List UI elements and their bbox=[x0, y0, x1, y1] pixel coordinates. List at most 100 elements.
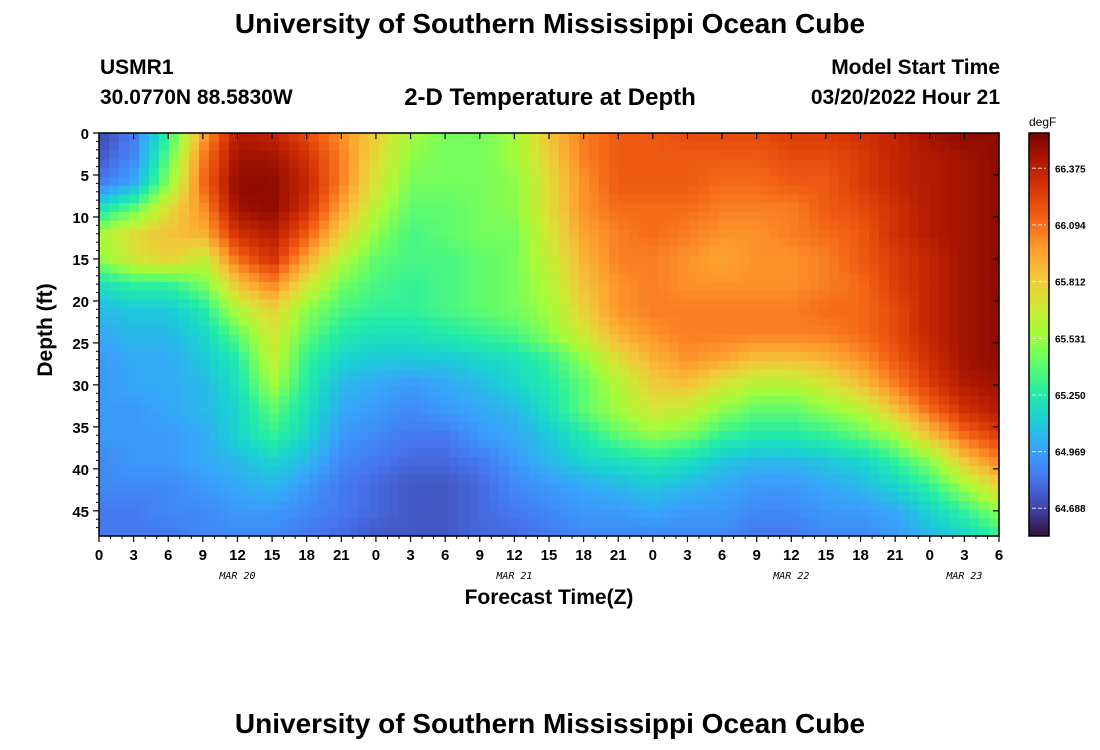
heatmap-cell bbox=[189, 500, 200, 511]
heatmap-cell bbox=[809, 474, 820, 485]
heatmap-cell bbox=[449, 465, 460, 476]
heatmap-cell bbox=[579, 457, 590, 467]
heatmap-cell bbox=[729, 133, 740, 143]
heatmap-cell bbox=[319, 273, 330, 283]
heatmap-cell bbox=[259, 159, 270, 169]
heatmap-cell bbox=[659, 483, 670, 493]
heatmap-cell bbox=[99, 264, 110, 274]
heatmap-cell bbox=[869, 246, 880, 257]
heatmap-cell bbox=[419, 194, 430, 204]
heatmap-cell bbox=[559, 316, 570, 327]
heatmap-cell bbox=[559, 255, 570, 266]
heatmap-cell bbox=[529, 316, 540, 327]
heatmap-cell bbox=[689, 246, 700, 257]
heatmap-cell bbox=[369, 133, 380, 143]
heatmap-cell bbox=[369, 264, 380, 274]
heatmap-cell bbox=[749, 404, 760, 414]
heatmap-cell bbox=[359, 404, 370, 414]
heatmap-cell bbox=[329, 360, 340, 371]
heatmap-cell bbox=[559, 352, 570, 362]
heatmap-cell bbox=[499, 360, 510, 371]
heatmap-cell bbox=[859, 527, 870, 537]
heatmap-cell bbox=[169, 176, 180, 187]
heatmap-cell bbox=[99, 343, 110, 353]
heatmap-cell bbox=[409, 229, 420, 239]
heatmap-cell bbox=[569, 404, 580, 414]
heatmap-cell bbox=[429, 500, 440, 511]
heatmap-cell bbox=[849, 483, 860, 493]
heatmap-cell bbox=[109, 518, 120, 528]
heatmap-cell bbox=[409, 308, 420, 318]
heatmap-cell bbox=[249, 185, 260, 195]
heatmap-cell bbox=[659, 203, 670, 213]
heatmap-cell bbox=[879, 194, 890, 204]
heatmap-cell bbox=[869, 404, 880, 414]
heatmap-cell bbox=[219, 211, 230, 222]
heatmap-cell bbox=[499, 334, 510, 344]
heatmap-cell bbox=[589, 334, 600, 344]
heatmap-cell bbox=[989, 168, 1000, 178]
heatmap-cell bbox=[349, 413, 360, 423]
heatmap-cell bbox=[779, 290, 790, 301]
heatmap-cell bbox=[609, 141, 620, 152]
heatmap-cell bbox=[339, 308, 350, 318]
heatmap-cell bbox=[339, 185, 350, 195]
heatmap-cell bbox=[319, 203, 330, 213]
heatmap-cell bbox=[899, 220, 910, 230]
heatmap-cell bbox=[959, 369, 970, 379]
heatmap-cell bbox=[839, 281, 850, 292]
heatmap-cell bbox=[549, 141, 560, 152]
heatmap-cell bbox=[489, 422, 500, 432]
heatmap-cell bbox=[799, 387, 810, 397]
heatmap-cell bbox=[359, 527, 370, 537]
heatmap-cell bbox=[309, 316, 320, 327]
heatmap-cell bbox=[109, 404, 120, 414]
heatmap-cell bbox=[129, 176, 140, 187]
heatmap-cell bbox=[119, 430, 130, 441]
heatmap-cell bbox=[379, 246, 390, 257]
heatmap-cell bbox=[169, 404, 180, 414]
heatmap-cell bbox=[769, 413, 780, 423]
heatmap-cell bbox=[699, 422, 710, 432]
heatmap-cell bbox=[299, 281, 310, 292]
heatmap-cell bbox=[249, 264, 260, 274]
heatmap-cell bbox=[669, 343, 680, 353]
heatmap-cell bbox=[769, 133, 780, 143]
heatmap-cell bbox=[309, 457, 320, 467]
heatmap-cell bbox=[399, 290, 410, 301]
heatmap-cell bbox=[379, 518, 390, 528]
heatmap-cell bbox=[269, 334, 280, 344]
heatmap-cell bbox=[709, 150, 720, 160]
heatmap-cell bbox=[539, 159, 550, 169]
heatmap-cell bbox=[529, 500, 540, 511]
temperature-depth-heatmap: 0 3 6 9 12 15 18 21 0 3 6 9 12 15 18 21 0 3 6 9 12 15 18 21 0 3 6 … bbox=[34, 115, 1086, 609]
heatmap-cell bbox=[539, 492, 550, 502]
heatmap-cell bbox=[249, 159, 260, 169]
heatmap-cell bbox=[699, 229, 710, 239]
heatmap-cell bbox=[959, 168, 970, 178]
heatmap-cell bbox=[719, 194, 730, 204]
heatmap-cell bbox=[839, 457, 850, 467]
heatmap-cell bbox=[949, 378, 960, 388]
heatmap-cell bbox=[699, 378, 710, 388]
heatmap-cell bbox=[809, 518, 820, 528]
heatmap-cell bbox=[229, 483, 240, 493]
heatmap-cell bbox=[769, 448, 780, 458]
heatmap-cell bbox=[739, 343, 750, 353]
heatmap-cell bbox=[259, 185, 270, 195]
heatmap-cell bbox=[469, 176, 480, 187]
heatmap-cell bbox=[909, 395, 920, 406]
heatmap-cell bbox=[409, 387, 420, 397]
heatmap-cell bbox=[799, 395, 810, 406]
heatmap-cell bbox=[859, 474, 870, 485]
heatmap-cell bbox=[339, 527, 350, 537]
heatmap-cell bbox=[199, 413, 210, 423]
heatmap-cell bbox=[529, 369, 540, 379]
heatmap-cell bbox=[949, 238, 960, 248]
heatmap-cell bbox=[159, 316, 170, 327]
heatmap-cell bbox=[279, 527, 290, 537]
heatmap-cell bbox=[319, 246, 330, 257]
heatmap-cell bbox=[569, 369, 580, 379]
heatmap-cell bbox=[729, 185, 740, 195]
heatmap-cell bbox=[819, 500, 830, 511]
